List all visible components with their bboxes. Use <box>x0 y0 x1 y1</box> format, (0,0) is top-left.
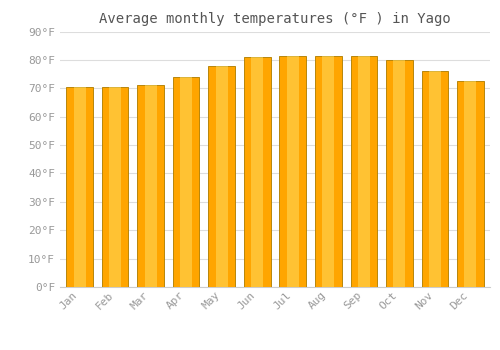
Bar <box>429 71 441 287</box>
Bar <box>394 60 406 287</box>
Bar <box>138 85 164 287</box>
Bar <box>280 56 306 287</box>
Bar <box>386 60 412 287</box>
Bar <box>358 56 370 287</box>
Bar <box>287 56 299 287</box>
Bar <box>251 57 263 287</box>
Bar <box>457 81 484 287</box>
Title: Average monthly temperatures (°F ) in Yago: Average monthly temperatures (°F ) in Ya… <box>99 12 451 26</box>
Bar <box>109 87 121 287</box>
Bar <box>66 87 93 287</box>
Bar <box>102 87 128 287</box>
Bar <box>350 56 377 287</box>
Bar <box>322 56 334 287</box>
Bar <box>74 87 86 287</box>
Bar <box>422 71 448 287</box>
Bar <box>144 85 156 287</box>
Bar <box>464 81 476 287</box>
Bar <box>244 57 270 287</box>
Bar <box>180 77 192 287</box>
Bar <box>173 77 200 287</box>
Bar <box>208 65 235 287</box>
Bar <box>315 56 342 287</box>
Bar <box>216 65 228 287</box>
